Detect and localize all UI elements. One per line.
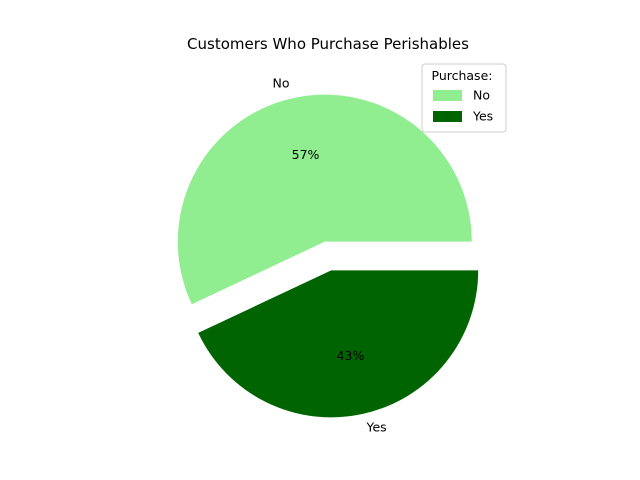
- legend-swatch-no: [433, 90, 462, 101]
- legend-label-yes: Yes: [472, 109, 493, 124]
- slice-pct-label-no: 57%: [292, 147, 320, 162]
- legend-entries: No Yes: [433, 88, 493, 124]
- pie-labels: No 57% Yes 43%: [273, 75, 387, 434]
- slice-label-yes: Yes: [365, 420, 386, 435]
- slice-label-no: No: [273, 75, 290, 90]
- legend-swatch-yes: [433, 111, 462, 122]
- legend-title: Purchase:: [432, 68, 493, 83]
- legend-label-no: No: [473, 88, 490, 103]
- legend: Purchase: No Yes: [421, 63, 507, 133]
- slice-pct-label-yes: 43%: [337, 348, 365, 363]
- pie-slices: [177, 94, 479, 418]
- pie-slice-no: [177, 94, 472, 305]
- chart-title: Customers Who Purchase Perishables: [187, 35, 469, 53]
- pie-slice-yes: [198, 270, 479, 418]
